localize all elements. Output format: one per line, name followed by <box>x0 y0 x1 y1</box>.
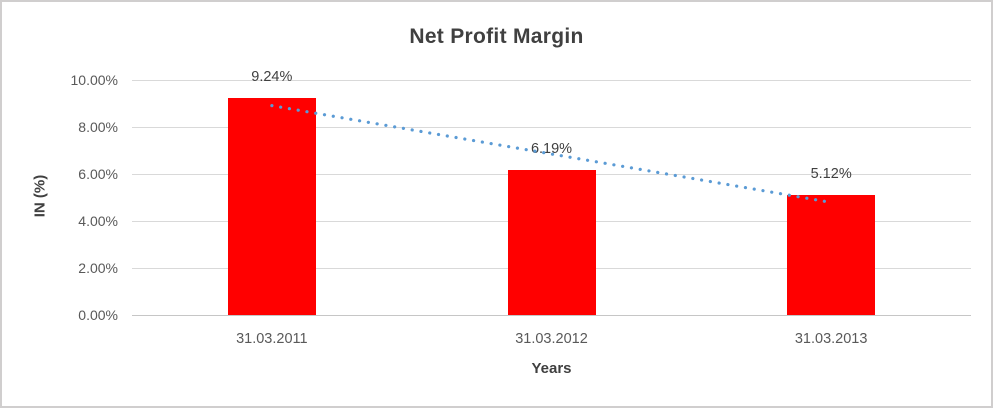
bar-data-label: 9.24% <box>251 68 293 85</box>
x-tick-label: 31.03.2013 <box>794 331 868 347</box>
bar[interactable] <box>227 97 316 315</box>
x-tick-label: 31.03.2011 <box>236 331 308 347</box>
y-tick-label: 6.00% <box>78 166 118 182</box>
x-axis-line <box>132 315 971 316</box>
x-axis-title: Years <box>531 360 572 377</box>
y-tick-label: 0.00% <box>78 307 118 323</box>
bar-data-label: 5.12% <box>810 165 852 182</box>
y-tick-label: 10.00% <box>70 72 118 88</box>
bar[interactable] <box>507 169 596 315</box>
y-tick-label: 4.00% <box>78 213 118 229</box>
bar[interactable] <box>787 194 876 315</box>
gridline <box>132 80 971 81</box>
y-tick-label: 8.00% <box>78 119 118 135</box>
x-tick-label: 31.03.2012 <box>515 331 588 347</box>
chart-title: Net Profit Margin <box>409 25 584 48</box>
y-tick-label: 2.00% <box>78 260 118 276</box>
bar-data-label: 6.19% <box>530 140 573 157</box>
